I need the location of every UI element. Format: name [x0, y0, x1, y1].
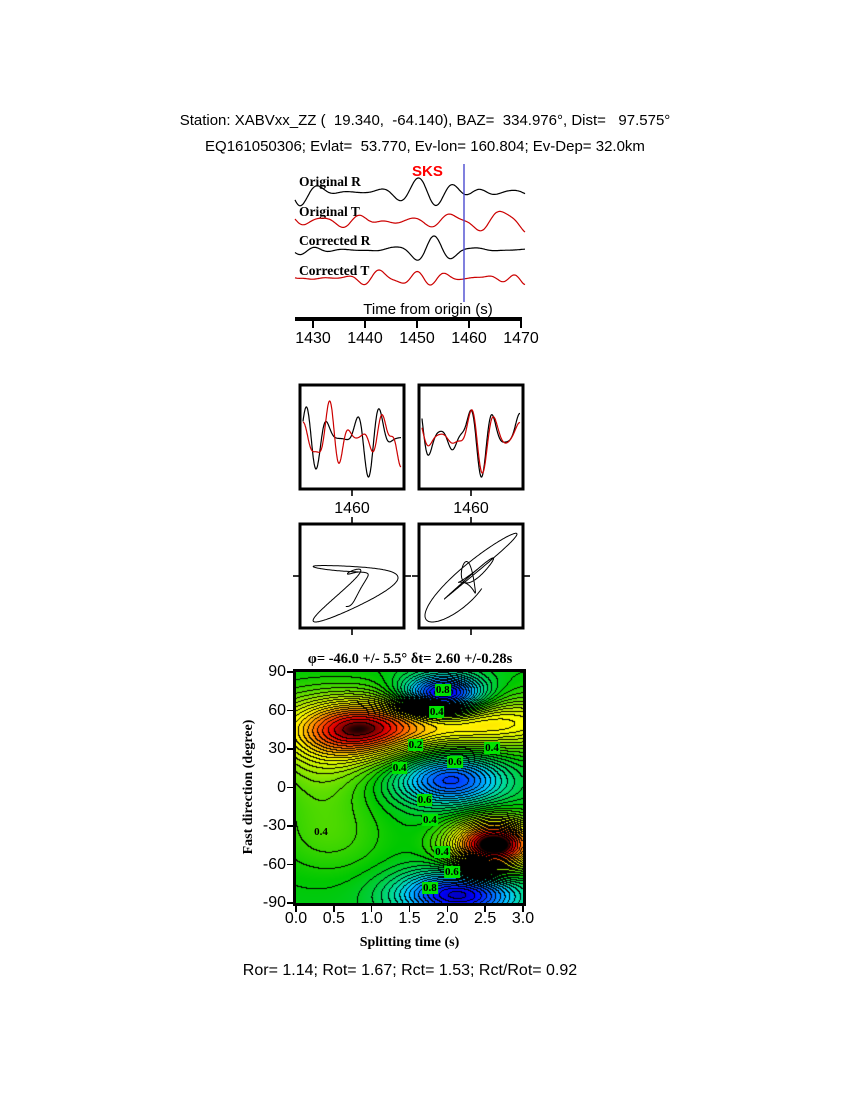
contour-level-label: 0.4	[422, 813, 438, 826]
plotted-curve	[421, 409, 521, 474]
windowed-waveform-panel-corrected	[417, 383, 525, 496]
panel-border	[298, 522, 406, 630]
contour-x-tick	[295, 906, 297, 912]
sks-phase-label: SKS	[412, 163, 443, 180]
contour-y-tick-label: 60	[268, 701, 286, 719]
trace-label-original-r: Original R	[299, 174, 361, 189]
waveform-axis-tick	[312, 321, 314, 328]
contour-y-tick-label: 0	[277, 778, 286, 796]
plotted-curve	[424, 532, 518, 623]
contour-level-label: 0.4	[428, 705, 445, 718]
zoom-panel-tick-2: 1460	[453, 500, 489, 517]
plotted-curve	[294, 210, 526, 233]
plotted-curve	[294, 177, 526, 207]
waveform-axis-tick	[416, 321, 418, 328]
contour-y-tick-label: -60	[262, 855, 286, 873]
contour-level-label: 0.2	[407, 739, 424, 752]
contour-x-tick	[408, 906, 411, 912]
contour-x-tick	[446, 906, 449, 912]
contour-x-tick-label: 0.0	[284, 910, 308, 927]
contour-x-tick	[333, 906, 335, 912]
trace-label-corrected-r: Corrected R	[299, 233, 371, 248]
panel-border	[298, 383, 406, 491]
contour-x-tick-label: 2.5	[474, 910, 497, 927]
contour-y-tick-label: -30	[262, 817, 286, 834]
waveform-axis-tick-label: 1460	[451, 330, 487, 347]
waveform-traces-plot	[294, 164, 526, 302]
contour-x-tick-label: 2.0	[436, 910, 459, 927]
contour-plot-frame	[293, 669, 526, 906]
waveform-axis-tick-label: 1450	[399, 330, 435, 347]
contour-level-label: 0.6	[447, 755, 463, 768]
contour-level-label: 0.4	[434, 845, 450, 858]
best-solution-star: ★	[485, 836, 501, 856]
contour-x-tick-label: 3.0	[511, 910, 535, 927]
contour-x-tick	[522, 906, 524, 912]
splitting-result-title: φ= -46.0 +/- 5.5° δt= 2.60 +/-0.28s	[307, 651, 513, 667]
contour-level-label: 0.4	[314, 826, 328, 839]
contour-x-tick	[370, 906, 373, 912]
waveform-axis-tick	[364, 321, 366, 328]
zoom-panel-tick-1: 1460	[334, 500, 370, 517]
contour-y-axis-label: Fast direction (degree)	[241, 719, 256, 855]
contour-y-tick	[287, 863, 293, 866]
contour-y-tick-label: 30	[268, 740, 286, 757]
contour-level-label: 0.4	[391, 762, 408, 775]
plotted-curve	[294, 269, 526, 286]
contour-x-tick-label: 1.5	[398, 910, 421, 927]
contour-x-tick	[484, 906, 486, 912]
waveform-axis-tick-label: 1430	[295, 330, 331, 347]
station-header-line: Station: XABVxx_ZZ ( 19.340, -64.140), B…	[179, 112, 671, 129]
plotted-curve	[302, 406, 401, 478]
contour-level-label: 0.6	[416, 794, 433, 807]
contour-y-tick	[287, 902, 293, 904]
contour-y-tick	[287, 671, 293, 673]
contour-x-axis-label: Splitting time (s)	[359, 935, 460, 950]
contour-y-tick	[287, 825, 293, 827]
windowed-waveform-panel-original	[298, 383, 406, 496]
particle-motion-panel-original	[293, 517, 411, 635]
contour-level-label: 0.6	[443, 866, 460, 879]
contour-y-tick-label: -90	[262, 894, 286, 911]
contour-y-tick-label: 90	[268, 663, 286, 680]
trace-label-original-t: Original T	[299, 204, 360, 219]
contour-x-tick-label: 0.5	[322, 910, 345, 927]
plotted-curve	[302, 400, 402, 468]
event-header-line: EQ161050306; Evlat= 53.770, Ev-lon= 160.…	[205, 138, 645, 155]
waveform-axis-label: Time from origin (s)	[363, 301, 493, 318]
waveform-axis-tick-label: 1440	[347, 330, 383, 347]
trace-label-corrected-t: Corrected T	[299, 263, 370, 278]
contour-level-label: 0.8	[422, 881, 438, 894]
waveform-time-axis	[295, 317, 522, 321]
splitting-error-surface-canvas	[296, 672, 523, 903]
plotted-curve	[312, 565, 399, 623]
contour-level-label: 0.4	[484, 741, 500, 754]
contour-x-tick-label: 1.0	[360, 910, 383, 927]
waveform-axis-tick	[468, 321, 470, 328]
contour-level-label: 0.8	[434, 683, 451, 696]
quality-ratios-text: Ror= 1.14; Rot= 1.67; Rct= 1.53; Rct/Rot…	[242, 962, 578, 979]
contour-y-tick	[287, 709, 293, 712]
panel-border	[417, 522, 525, 630]
contour-y-tick	[287, 786, 293, 789]
plotted-curve	[294, 235, 525, 261]
waveform-axis-tick	[520, 321, 522, 328]
contour-y-tick	[287, 748, 293, 750]
waveform-axis-tick-label: 1470	[503, 330, 539, 347]
particle-motion-panel-corrected	[412, 517, 530, 635]
